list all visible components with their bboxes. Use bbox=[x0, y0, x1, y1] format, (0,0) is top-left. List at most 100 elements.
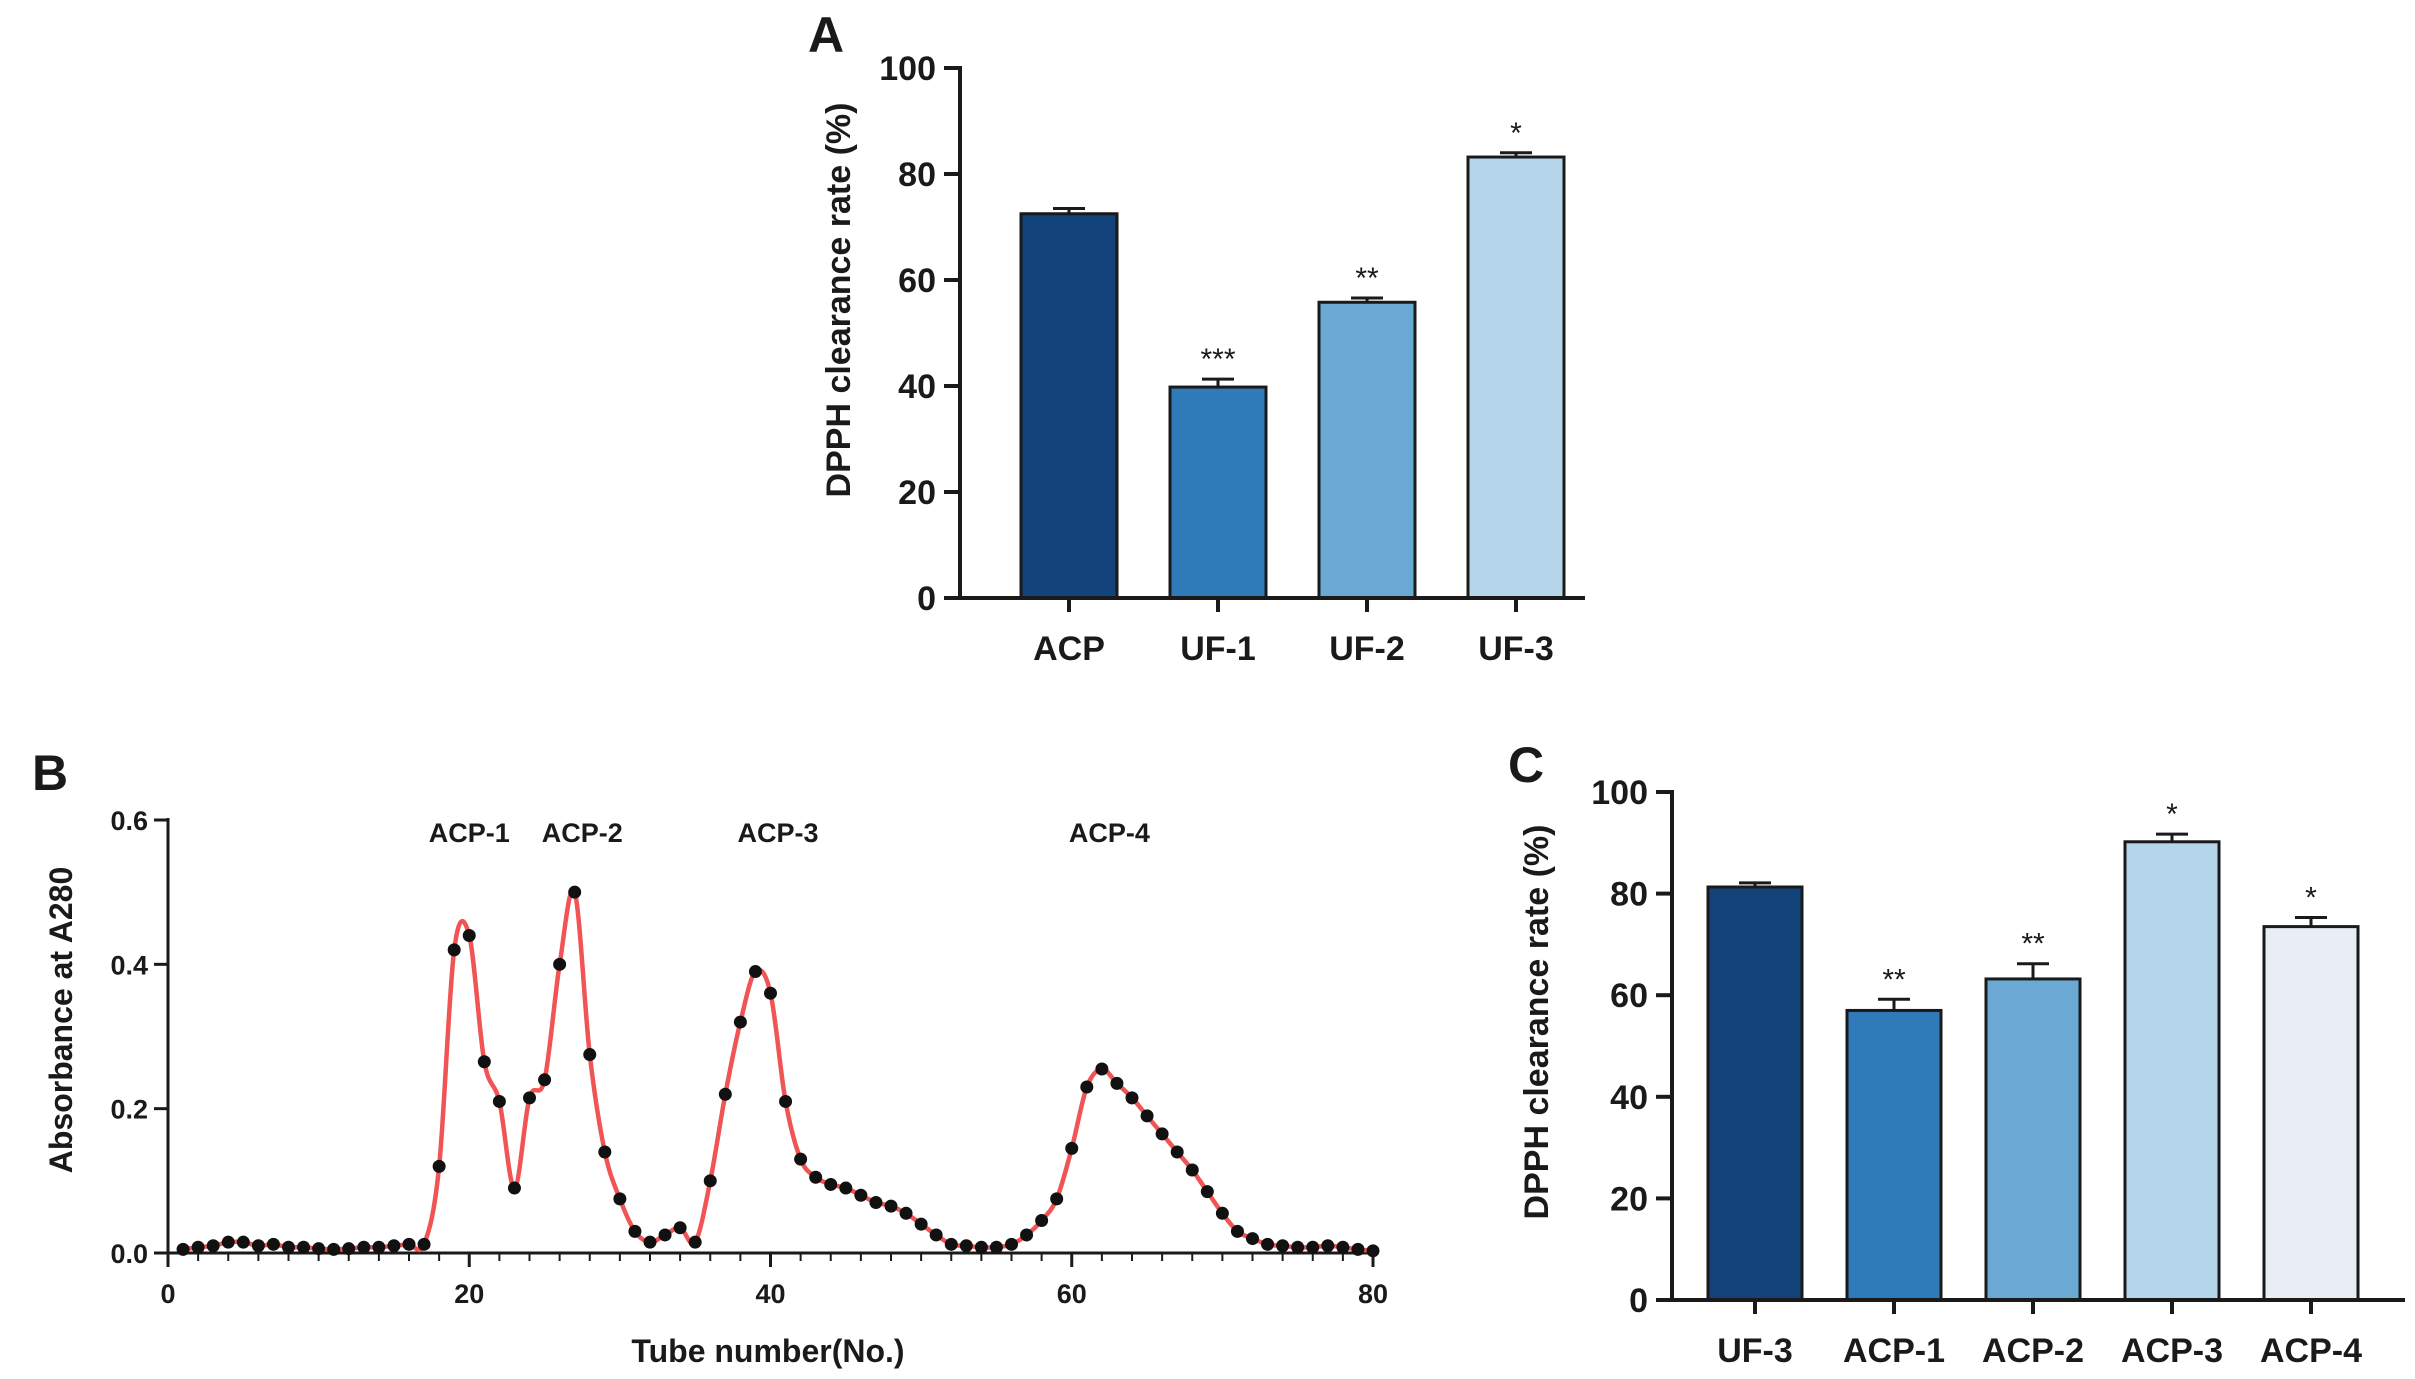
data-point bbox=[1170, 1145, 1184, 1159]
significance-label: * bbox=[2305, 881, 2317, 914]
y-tick-label: 40 bbox=[1610, 1079, 1648, 1117]
panel-b-y-axis-title: Absorbance at A280 bbox=[43, 867, 79, 1173]
bar-acp bbox=[1019, 212, 1119, 600]
x-tick-label: 60 bbox=[1057, 1279, 1087, 1309]
panel-a: A DPPH clearance rate (%) 0 20 40 60 80 100 *… bbox=[808, 7, 1585, 668]
data-point bbox=[492, 1094, 506, 1108]
y-tick-label: 0.6 bbox=[110, 806, 148, 836]
data-point bbox=[688, 1235, 702, 1249]
data-point bbox=[1321, 1239, 1335, 1253]
data-point bbox=[402, 1237, 416, 1251]
data-point bbox=[357, 1240, 371, 1254]
data-point bbox=[372, 1240, 386, 1254]
data-point bbox=[703, 1174, 717, 1188]
x-tick-label: 20 bbox=[454, 1279, 484, 1309]
data-point bbox=[1155, 1127, 1169, 1141]
y-tick-label: 40 bbox=[898, 368, 936, 406]
x-category-label: ACP bbox=[1033, 630, 1105, 668]
data-point bbox=[1005, 1237, 1018, 1251]
data-point bbox=[1276, 1239, 1290, 1253]
data-point bbox=[959, 1239, 973, 1253]
panel-b-peak-labels: ACP-1 ACP-2 ACP-3 ACP-4 bbox=[429, 818, 1150, 848]
data-point bbox=[523, 1091, 536, 1105]
x-category-label: ACP-1 bbox=[1843, 1332, 1945, 1370]
panel-b-series bbox=[176, 885, 1380, 1258]
x-category-label: UF-1 bbox=[1180, 630, 1256, 668]
y-tick-label: 80 bbox=[1610, 876, 1648, 914]
data-point bbox=[1336, 1240, 1350, 1254]
data-point bbox=[206, 1239, 220, 1253]
data-point bbox=[236, 1235, 250, 1249]
x-category-label: UF-2 bbox=[1329, 630, 1405, 668]
panel-a-letter: A bbox=[808, 7, 844, 63]
y-tick-label: 80 bbox=[898, 156, 936, 194]
data-point bbox=[989, 1240, 1003, 1254]
peak-label: ACP-4 bbox=[1069, 818, 1150, 848]
data-point bbox=[974, 1240, 988, 1254]
data-point bbox=[884, 1199, 898, 1213]
significance-label: ** bbox=[2021, 928, 2045, 961]
x-category-label: ACP-2 bbox=[1982, 1332, 2084, 1370]
data-point bbox=[1230, 1224, 1244, 1238]
significance-label: * bbox=[2166, 798, 2178, 831]
absorbance-curve bbox=[182, 887, 1374, 1254]
panel-c-y-ticks: 0 20 40 60 80 100 bbox=[1591, 774, 1672, 1320]
panel-b-axes: 0.0 0.2 0.4 0.6 0 20 40 60 80 bbox=[110, 806, 1388, 1309]
bar-uf-3 bbox=[1706, 885, 1804, 1302]
y-tick-label: 0.4 bbox=[110, 950, 148, 980]
x-tick-label: 0 bbox=[160, 1279, 175, 1309]
data-point bbox=[417, 1237, 431, 1251]
data-point bbox=[1110, 1076, 1124, 1090]
y-tick-label: 100 bbox=[1591, 774, 1648, 812]
x-tick-label: 40 bbox=[755, 1279, 785, 1309]
data-point bbox=[221, 1235, 235, 1249]
bar-uf-3 bbox=[1466, 155, 1566, 600]
y-tick-label: 0 bbox=[1629, 1282, 1648, 1320]
significance-label: ** bbox=[1882, 963, 1906, 996]
data-point bbox=[297, 1240, 311, 1254]
panel-c: C DPPH clearance rate (%) 0 20 40 60 80 100 *… bbox=[1508, 737, 2405, 1370]
data-point bbox=[824, 1177, 838, 1191]
data-point bbox=[251, 1239, 265, 1253]
panel-c-letter: C bbox=[1508, 737, 1544, 793]
data-point bbox=[809, 1170, 823, 1184]
data-point bbox=[1125, 1091, 1139, 1105]
data-point bbox=[477, 1055, 491, 1069]
y-tick-label: 0.2 bbox=[110, 1095, 148, 1125]
data-point bbox=[899, 1206, 913, 1220]
significance-label: ** bbox=[1355, 262, 1379, 295]
bar-uf-1 bbox=[1168, 385, 1268, 600]
bar-uf-2 bbox=[1317, 300, 1417, 600]
y-tick-label: 100 bbox=[879, 50, 936, 88]
data-point bbox=[432, 1159, 446, 1173]
data-point bbox=[1351, 1242, 1365, 1256]
data-point bbox=[764, 986, 777, 1000]
data-point bbox=[944, 1237, 958, 1251]
data-point bbox=[628, 1224, 642, 1238]
data-point bbox=[553, 957, 567, 971]
data-point bbox=[718, 1087, 732, 1101]
panel-c-axes: UF-3 ACP-1 ACP-2 ACP-3 ACP-4 bbox=[1670, 790, 2405, 1370]
data-point bbox=[583, 1048, 597, 1062]
data-point bbox=[839, 1181, 853, 1195]
x-category-label: ACP-4 bbox=[2260, 1332, 2362, 1370]
panel-a-bars: ****** bbox=[1019, 117, 1566, 600]
panel-a-y-axis-title: DPPH clearance rate (%) bbox=[820, 103, 858, 498]
data-point bbox=[854, 1188, 868, 1202]
data-point bbox=[1095, 1062, 1109, 1076]
data-point bbox=[613, 1192, 627, 1206]
y-tick-label: 20 bbox=[1610, 1180, 1648, 1218]
data-point bbox=[282, 1240, 295, 1254]
bar-acp-1 bbox=[1845, 1008, 1943, 1302]
bar-acp-2 bbox=[1984, 977, 2082, 1302]
data-point bbox=[794, 1152, 808, 1166]
data-point bbox=[748, 965, 762, 979]
data-point bbox=[507, 1181, 521, 1195]
panel-c-bars: ****** bbox=[1706, 798, 2360, 1302]
peak-label: ACP-1 bbox=[429, 818, 510, 848]
data-point bbox=[929, 1228, 943, 1242]
data-point bbox=[1366, 1244, 1380, 1258]
x-category-label: UF-3 bbox=[1478, 630, 1554, 668]
data-point bbox=[1065, 1141, 1079, 1155]
